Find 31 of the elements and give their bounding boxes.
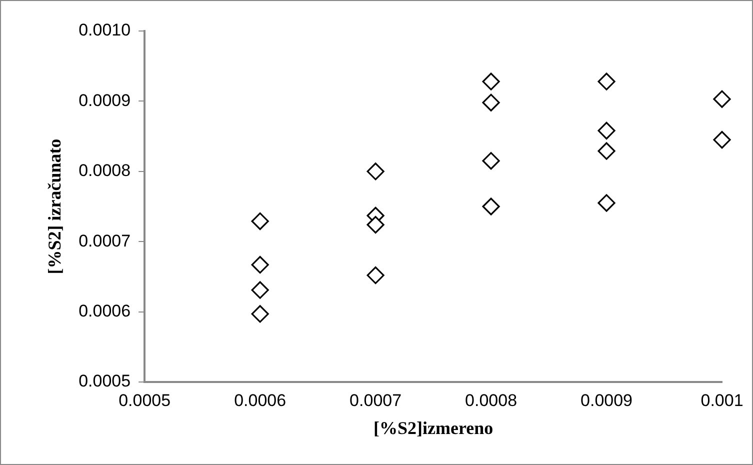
y-tick-label: 0.0008 [78,161,131,180]
x-tick-label: 0.0008 [465,390,518,410]
x-tick-label: 0.0006 [234,390,286,410]
y-tick-label: 0.0010 [78,20,131,40]
point [482,72,500,90]
y-tick-label: 0.0006 [78,301,131,320]
point [366,266,384,284]
point [713,131,731,149]
point [598,72,616,90]
point [251,256,269,274]
point [366,216,384,234]
point [482,198,500,216]
point [482,152,500,170]
point [251,305,269,323]
y-tick-label: 0.0005 [78,372,131,391]
x-tick-label: 0.0005 [118,390,171,410]
point [598,122,616,140]
point [251,212,269,230]
point [598,142,616,160]
x-axis-title: [%S2]izmereno [373,418,494,438]
y-tick-label: 0.0009 [78,90,131,110]
x-tick-label: 0.0007 [350,390,402,410]
x-tick-label: 0.001 [700,390,744,410]
y-axis-title: [%S2] izračunato [44,138,64,274]
point [713,90,731,108]
point [366,162,384,180]
x-tick-label: 0.0009 [580,390,633,410]
point [482,94,500,112]
y-tick-label: 0.0007 [78,231,131,250]
point [251,281,269,299]
point [598,194,616,212]
